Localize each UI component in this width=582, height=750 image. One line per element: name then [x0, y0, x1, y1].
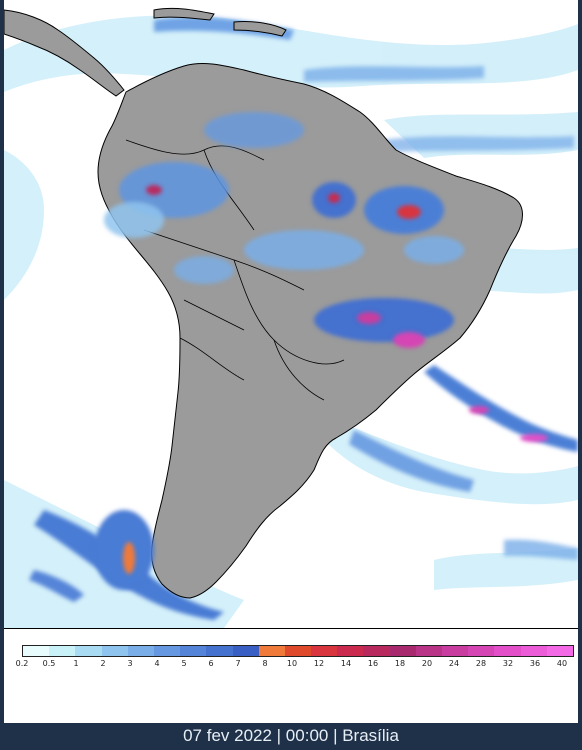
legend-tick-label: 8: [262, 659, 268, 668]
legend-tick-label: 7: [235, 659, 241, 668]
legend-tick-label: 28: [475, 659, 487, 668]
legend-tick-label: 12: [313, 659, 325, 668]
legend-swatch: [389, 646, 416, 656]
legend-tick-label: 6: [208, 659, 214, 668]
legend-swatch: [520, 646, 547, 656]
legend-swatch: [415, 646, 442, 656]
legend-swatch: [468, 646, 495, 656]
legend-swatch: [337, 646, 364, 656]
precipitation-map: [4, 0, 578, 628]
legend-tick-label: 5: [181, 659, 187, 668]
legend-tick-label: 36: [529, 659, 541, 668]
legend-colorbar: [22, 645, 574, 657]
legend-swatch: [23, 646, 50, 656]
map-canvas: [4, 7, 578, 628]
legend-tick-label: 16: [367, 659, 379, 668]
legend-swatch: [363, 646, 390, 656]
legend-tick-label: 0.5: [42, 659, 56, 668]
legend-swatch: [311, 646, 338, 656]
legend-tick-label: 40: [556, 659, 568, 668]
legend-swatch: [284, 646, 312, 656]
legend-tick-label: 24: [448, 659, 460, 668]
central-america-land: [4, 7, 287, 97]
legend-swatch: [127, 646, 154, 656]
legend-panel: 0.2 0.5 1 2 3 4 5 6 7 8 10 12 14 16 18 20 24 28 32 36 40: [4, 628, 578, 723]
legend-tick-label: 0.2: [15, 659, 29, 668]
legend-swatch: [75, 646, 102, 656]
legend-swatch: [153, 646, 181, 656]
legend-tick-label: 10: [286, 659, 298, 668]
legend-tick-label: 2: [100, 659, 106, 668]
date-time-caption: 07 fev 2022 | 00:00 | Brasília: [0, 722, 582, 750]
legend-tick-label: 1: [73, 659, 79, 668]
legend-tick-label: 14: [340, 659, 352, 668]
legend-swatch: [49, 646, 76, 656]
legend-tick-label: 4: [154, 659, 160, 668]
legend-labels: 0.2 0.5 1 2 3 4 5 6 7 8 10 12 14 16 18 20 24 28 32 36 40: [16, 659, 572, 671]
legend-swatch: [206, 646, 233, 656]
legend-swatch: [232, 646, 259, 656]
legend-tick-label: 20: [421, 659, 433, 668]
legend-tick-label: 18: [394, 659, 406, 668]
date-time-text: 07 fev 2022 | 00:00 | Brasília: [183, 726, 399, 745]
heavy-precip-cores: [123, 185, 548, 574]
legend-swatch: [101, 646, 128, 656]
legend-swatch: [546, 646, 573, 656]
legend-swatch: [442, 646, 469, 656]
legend-swatch: [180, 646, 207, 656]
legend-tick-label: 32: [502, 659, 514, 668]
legend-tick-label: 3: [127, 659, 133, 668]
legend-swatch: [258, 646, 285, 656]
legend-swatch: [494, 646, 521, 656]
